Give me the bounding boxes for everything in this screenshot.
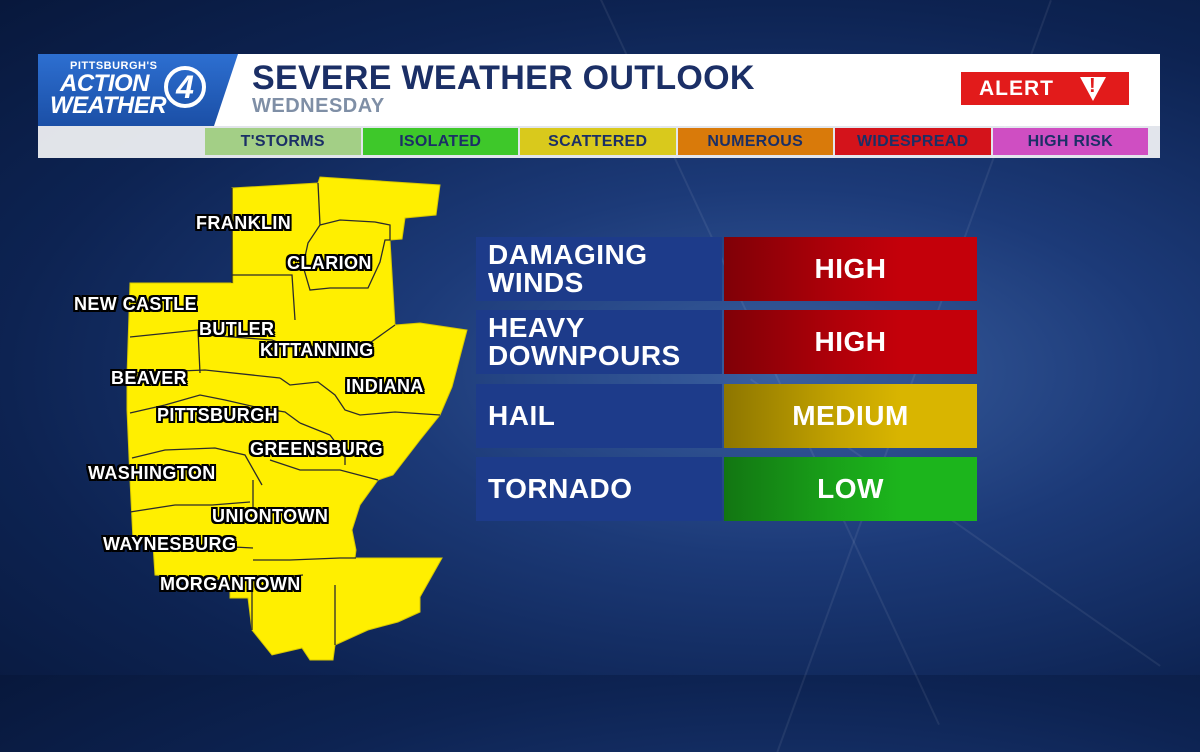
city-label-new-castle: NEW CASTLE <box>74 294 197 314</box>
county-borders <box>129 182 441 645</box>
region-map <box>126 176 468 661</box>
scale-segment-widespread: WIDESPREAD <box>835 128 991 155</box>
exclamation-icon: ! <box>1089 75 1096 97</box>
threat-label: DAMAGING WINDS <box>476 237 722 301</box>
city-label-beaver: BEAVER <box>111 368 188 388</box>
threat-level: LOW <box>724 457 977 521</box>
city-label-waynesburg: WAYNESBURG <box>103 534 237 554</box>
logo-number: 4 <box>164 66 206 108</box>
city-label-pittsburgh: PITTSBURGH <box>157 405 278 425</box>
threat-row: HEAVY DOWNPOURS HIGH <box>476 310 977 374</box>
alert-label: ALERT <box>979 77 1054 100</box>
threat-label: HAIL <box>476 384 722 448</box>
city-label-franklin: FRANKLIN <box>196 213 292 233</box>
threat-level: MEDIUM <box>724 384 977 448</box>
city-label-uniontown: UNIONTOWN <box>212 506 329 526</box>
city-label-clarion: CLARION <box>287 253 372 273</box>
threat-row: TORNADO LOW <box>476 457 977 521</box>
threat-row: HAIL MEDIUM <box>476 384 977 448</box>
threat-label: HEAVY DOWNPOURS <box>476 310 722 374</box>
city-label-washington: WASHINGTON <box>88 463 216 483</box>
city-label-indiana: INDIANA <box>346 376 424 396</box>
logo-line1: ACTION <box>60 70 150 97</box>
city-label-kittanning: KITTANNING <box>260 340 374 360</box>
city-label-greensburg: GREENSBURG <box>250 439 384 459</box>
page-title: SEVERE WEATHER OUTLOOK <box>252 59 755 97</box>
threat-level: HIGH <box>724 310 977 374</box>
scale-segment-scattered: SCATTERED <box>520 128 676 155</box>
scale-segment-isolated: ISOLATED <box>362 128 518 155</box>
threat-label: TORNADO <box>476 457 722 521</box>
warning-triangle-icon <box>1080 77 1106 101</box>
page-subtitle: WEDNESDAY <box>252 95 385 117</box>
logo-top-text: PITTSBURGH'S <box>70 60 158 72</box>
threat-level: HIGH <box>724 237 977 301</box>
scale-segment-high-risk: HIGH RISK <box>992 128 1148 155</box>
city-label-morgantown: MORGANTOWN <box>160 574 301 594</box>
alert-badge: ALERT ! <box>961 72 1129 105</box>
logo-line2: WEATHER <box>50 92 167 119</box>
threat-row: DAMAGING WINDS HIGH <box>476 237 977 301</box>
city-label-butler: BUTLER <box>199 319 275 339</box>
scale-segment-numerous: NUMEROUS <box>677 128 833 155</box>
scale-segment-t-storms: T'STORMS <box>205 128 361 155</box>
